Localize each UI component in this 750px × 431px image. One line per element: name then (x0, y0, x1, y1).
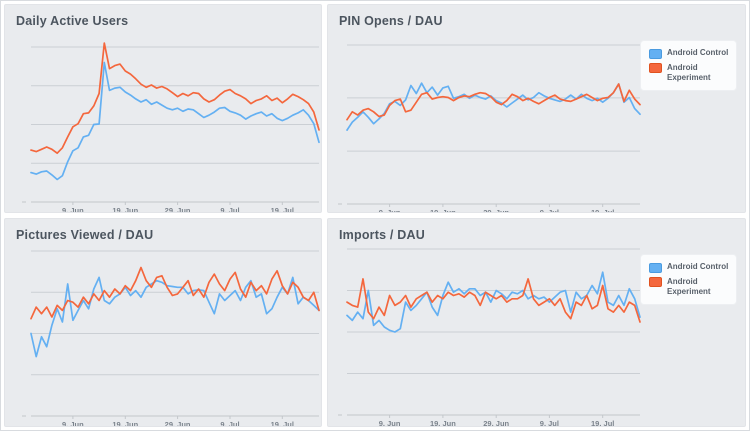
chart-panel-daily-active-users: Daily Active Users 9. Jun 19. Jun 29. Jun 9… (4, 4, 322, 213)
legend-item-android-experiment[interactable]: Android Experiment (649, 63, 731, 84)
legend-label: Android Control (667, 262, 729, 271)
legend-swatch-experiment (649, 63, 662, 73)
chart-panel-pin-opens: PIN Opens / DAU 9. Jun 19. Jun 29. Jun 9. J… (327, 4, 746, 213)
series-line-android-control[interactable] (30, 276, 320, 358)
legend-swatch-experiment (649, 277, 662, 287)
x-tick-label: 29. Jun (165, 420, 191, 427)
legend-swatch-control (649, 48, 662, 59)
imports-plot[interactable]: 9. Jun 19. Jun 29. Jun 9. Jul 19. Jul (328, 219, 746, 427)
x-tick-label: 29. Jun (165, 206, 191, 213)
legend-item-android-control[interactable]: Android Control (649, 262, 731, 273)
x-tick-label: 9. Jun (379, 208, 401, 213)
x-tick-label: 29. Jun (483, 419, 509, 427)
legend-swatch-control (649, 262, 662, 273)
series-line-android-experiment[interactable] (346, 83, 641, 121)
legend-item-android-control[interactable]: Android Control (649, 48, 731, 59)
legend-label: Android Experiment (667, 276, 711, 296)
chart-title: PIN Opens / DAU (339, 14, 443, 28)
chart-title: Pictures Viewed / DAU (16, 228, 154, 242)
legend: Android Control Android Experiment (640, 254, 737, 306)
x-tick-label: 9. Jun (62, 420, 84, 427)
legend-item-android-experiment[interactable]: Android Experiment (649, 277, 731, 298)
x-tick-label: 9. Jul (220, 206, 239, 213)
series-line-android-experiment[interactable] (346, 278, 641, 323)
legend-label: Android Control (667, 48, 729, 57)
x-tick-label: 9. Jul (540, 208, 559, 213)
series-line-android-experiment[interactable] (30, 266, 320, 320)
x-tick-label: 9. Jun (379, 419, 401, 427)
legend-label: Android Experiment (667, 62, 711, 82)
pin-opens-plot[interactable]: 9. Jun 19. Jun 29. Jun 9. Jul 19. Jul (328, 5, 746, 213)
x-tick-label: 19. Jun (430, 208, 456, 213)
legend: Android Control Android Experiment (640, 40, 737, 92)
series-line-android-experiment[interactable] (30, 42, 320, 155)
x-tick-label: 9. Jul (540, 419, 559, 427)
x-tick-label: 19. Jun (430, 419, 456, 427)
x-tick-label: 19. Jul (271, 420, 294, 427)
x-tick-label: 9. Jun (62, 206, 84, 213)
series-line-android-control[interactable] (30, 61, 320, 181)
x-tick-label: 19. Jun (112, 420, 138, 427)
pictures-viewed-plot[interactable]: 9. Jun 19. Jun 29. Jun 9. Jul 19. Jul (5, 219, 322, 427)
x-tick-label: 9. Jul (220, 420, 239, 427)
daily-active-users-plot[interactable]: 9. Jun 19. Jun 29. Jun 9. Jul 19. Jul (5, 5, 322, 213)
x-tick-label: 19. Jun (112, 206, 138, 213)
chart-panel-imports: Imports / DAU 9. Jun 19. Jun 29. Jun 9. Jul… (327, 218, 746, 427)
chart-panel-pictures-viewed: Pictures Viewed / DAU 9. Jun 19. Jun 29. J… (4, 218, 322, 427)
chart-title: Imports / DAU (339, 228, 425, 242)
x-tick-label: 19. Jul (591, 419, 614, 427)
x-tick-label: 19. Jul (271, 206, 294, 213)
series-line-android-control[interactable] (346, 82, 641, 131)
series-line-android-control[interactable] (346, 271, 641, 333)
x-tick-label: 29. Jun (483, 208, 509, 213)
x-tick-label: 19. Jul (591, 208, 614, 213)
chart-title: Daily Active Users (16, 14, 129, 28)
